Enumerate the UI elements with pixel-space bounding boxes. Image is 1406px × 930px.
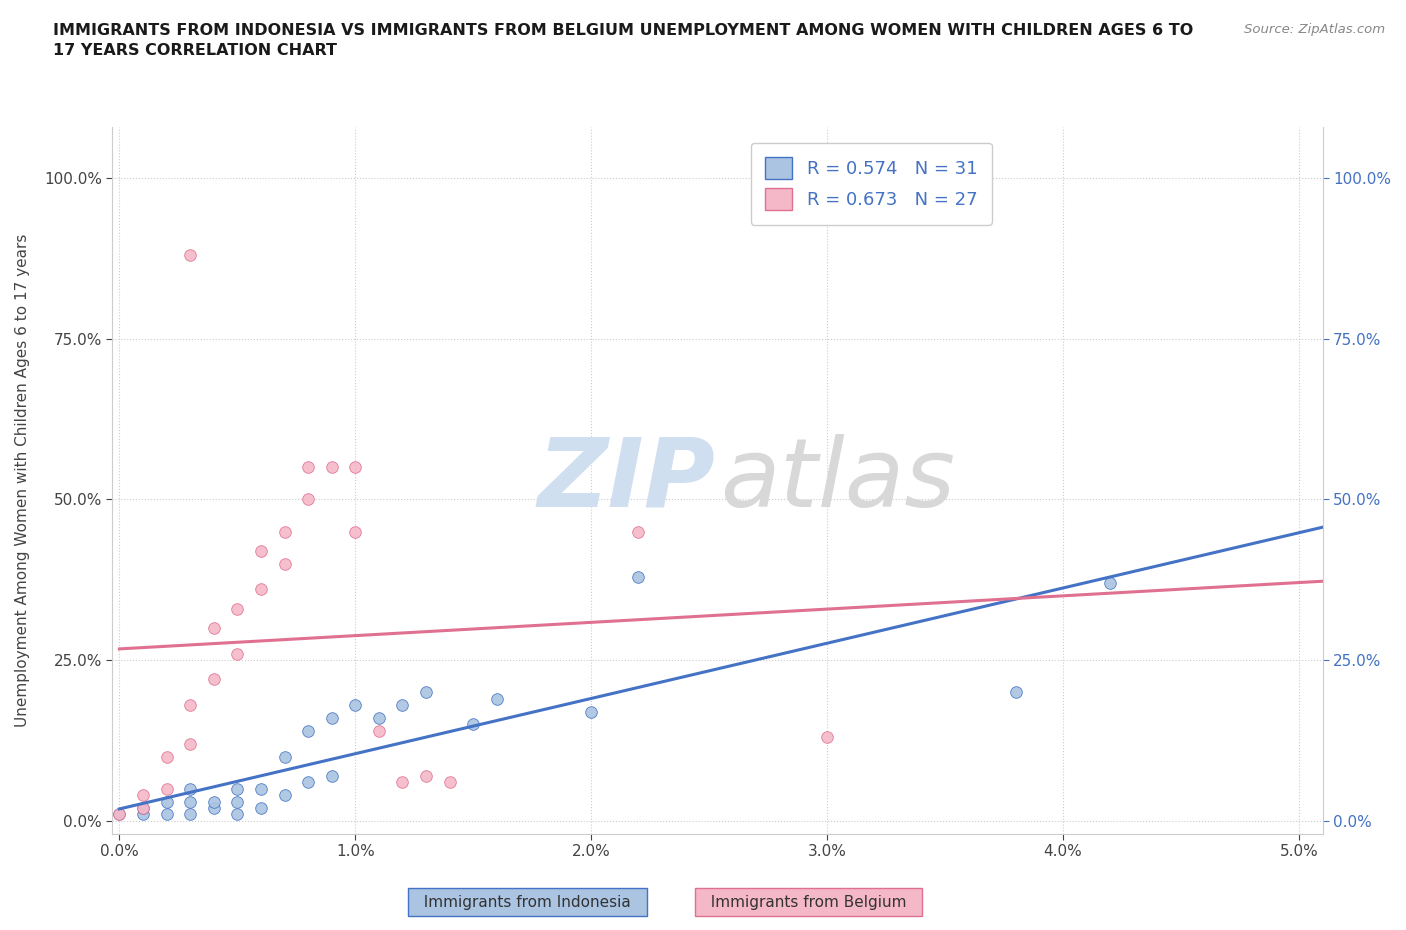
Point — [415, 684, 437, 699]
Point — [273, 556, 295, 571]
Point — [297, 460, 319, 475]
Legend: R = 0.574   N = 31, R = 0.673   N = 27: R = 0.574 N = 31, R = 0.673 N = 27 — [751, 142, 991, 225]
Point — [344, 525, 367, 539]
Point — [1005, 684, 1028, 699]
Point — [179, 737, 201, 751]
Text: atlas: atlas — [720, 433, 955, 526]
Point — [155, 794, 177, 809]
Y-axis label: Unemployment Among Women with Children Ages 6 to 17 years: Unemployment Among Women with Children A… — [15, 233, 30, 727]
Point — [250, 781, 273, 796]
Point — [439, 775, 461, 790]
Point — [250, 582, 273, 597]
Point — [132, 788, 155, 803]
Point — [415, 768, 437, 783]
Point — [273, 788, 295, 803]
Point — [108, 807, 131, 822]
Point — [250, 801, 273, 816]
Text: Source: ZipAtlas.com: Source: ZipAtlas.com — [1244, 23, 1385, 36]
Point — [297, 492, 319, 507]
Point — [815, 730, 838, 745]
Text: Immigrants from Belgium: Immigrants from Belgium — [700, 895, 917, 910]
Point — [179, 781, 201, 796]
Point — [250, 543, 273, 558]
Point — [202, 672, 225, 687]
Point — [132, 801, 155, 816]
Point — [463, 717, 485, 732]
Point — [226, 794, 249, 809]
Point — [226, 807, 249, 822]
Point — [273, 750, 295, 764]
Point — [226, 781, 249, 796]
Point — [202, 620, 225, 635]
Point — [179, 247, 201, 262]
Point — [226, 602, 249, 617]
Point — [581, 704, 603, 719]
Point — [485, 691, 508, 706]
Point — [367, 724, 389, 738]
Point — [179, 698, 201, 712]
Point — [132, 801, 155, 816]
Point — [273, 525, 295, 539]
Text: IMMIGRANTS FROM INDONESIA VS IMMIGRANTS FROM BELGIUM UNEMPLOYMENT AMONG WOMEN WI: IMMIGRANTS FROM INDONESIA VS IMMIGRANTS … — [53, 23, 1194, 58]
Text: Immigrants from Indonesia: Immigrants from Indonesia — [413, 895, 641, 910]
Point — [321, 711, 343, 725]
Point — [132, 807, 155, 822]
Point — [321, 460, 343, 475]
Point — [367, 711, 389, 725]
Point — [1099, 576, 1122, 591]
Text: ZIP: ZIP — [537, 433, 716, 526]
Point — [627, 525, 650, 539]
Point — [344, 460, 367, 475]
Point — [627, 569, 650, 584]
Point — [391, 698, 413, 712]
Point — [155, 807, 177, 822]
Point — [297, 775, 319, 790]
Point — [179, 794, 201, 809]
Point — [344, 698, 367, 712]
Point — [391, 775, 413, 790]
Point — [297, 724, 319, 738]
Point — [226, 646, 249, 661]
Point — [108, 807, 131, 822]
Point — [155, 781, 177, 796]
Point — [321, 768, 343, 783]
Point — [155, 750, 177, 764]
Point — [202, 794, 225, 809]
Point — [179, 807, 201, 822]
Point — [202, 801, 225, 816]
